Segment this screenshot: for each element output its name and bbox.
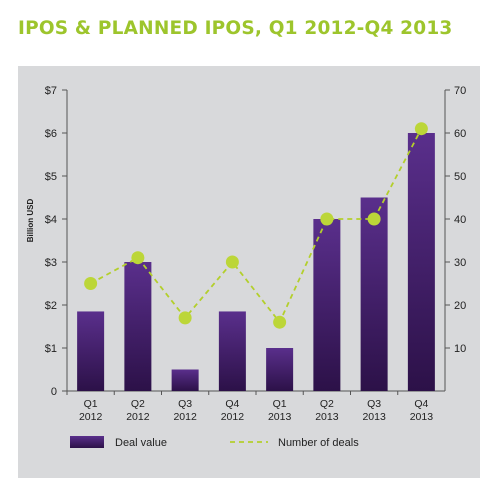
deals-point [84, 277, 98, 290]
y-tick-label-right: 50 [454, 171, 466, 183]
x-tick-label-quarter: Q3 [367, 398, 381, 410]
bars-layer [77, 133, 435, 391]
legend-swatch-bar [70, 436, 104, 448]
y-tick-label-left: $7 [45, 85, 57, 97]
y-tick-label-right: 70 [454, 85, 466, 97]
x-tick-label-quarter: Q4 [225, 398, 239, 410]
axes-layer: 0 $1 $2 $3 $4 $5 $6 $7 10 20 30 40 50 60 70 Billion USD… [26, 85, 466, 423]
y-tick-label-left: $5 [45, 171, 57, 183]
x-tick-label-quarter: Q4 [414, 398, 428, 410]
legend-label-bar: Deal value [115, 437, 167, 449]
y-tick-label-left: $3 [45, 257, 57, 269]
x-tick-label-quarter: Q1 [84, 398, 98, 410]
bar [360, 197, 388, 391]
x-tick-label-year: 2013 [362, 411, 386, 423]
y-tick-label-left: 0 [51, 386, 57, 398]
deals-point [178, 311, 192, 325]
bar [77, 311, 105, 391]
deals-point [273, 315, 287, 329]
y-axis-label: Billion USD [26, 199, 35, 243]
x-tick-label-year: 2013 [315, 411, 339, 423]
y-tick-label-right: 30 [454, 257, 466, 269]
y-tick-label-left: $4 [45, 214, 57, 226]
deals-line [90, 128, 423, 324]
line-layer [84, 122, 428, 329]
deals-point [225, 255, 239, 269]
deals-point [414, 122, 428, 136]
x-tick-label-year: 2012 [79, 411, 103, 423]
bar [266, 348, 294, 391]
x-tick-label-quarter: Q2 [320, 398, 334, 410]
legend-label-line: Number of deals [278, 437, 359, 449]
x-tick-label-year: 2013 [410, 411, 434, 423]
bar [124, 262, 152, 391]
x-tick-label-year: 2013 [268, 411, 292, 423]
x-tick-label-year: 2012 [173, 411, 197, 423]
bar [313, 219, 341, 391]
y-tick-label-right: 20 [454, 300, 466, 312]
bar [171, 369, 199, 391]
x-tick-label-year: 2012 [126, 411, 150, 423]
chart-title: IPOS & PLANNED IPOS, Q1 2012-Q4 2013 [18, 18, 453, 39]
deals-point [320, 212, 334, 226]
x-tick-label-quarter: Q3 [178, 398, 192, 410]
x-tick-label-quarter: Q1 [273, 398, 287, 410]
y-tick-label-right: 40 [454, 214, 466, 226]
bar [218, 311, 246, 391]
y-tick-label-left: $6 [45, 128, 57, 140]
bar [407, 133, 435, 391]
y-tick-label-left: $1 [45, 343, 57, 355]
y-tick-label-right: 60 [454, 128, 466, 140]
y-tick-label-left: $2 [45, 300, 57, 312]
y-tick-label-right: 10 [454, 343, 466, 355]
chart-panel [18, 66, 480, 478]
legend: Deal value Number of deals [70, 436, 359, 449]
deals-point [131, 251, 145, 265]
x-tick-label-quarter: Q2 [131, 398, 145, 410]
deals-point [367, 212, 381, 226]
x-tick-label-year: 2012 [221, 411, 245, 423]
